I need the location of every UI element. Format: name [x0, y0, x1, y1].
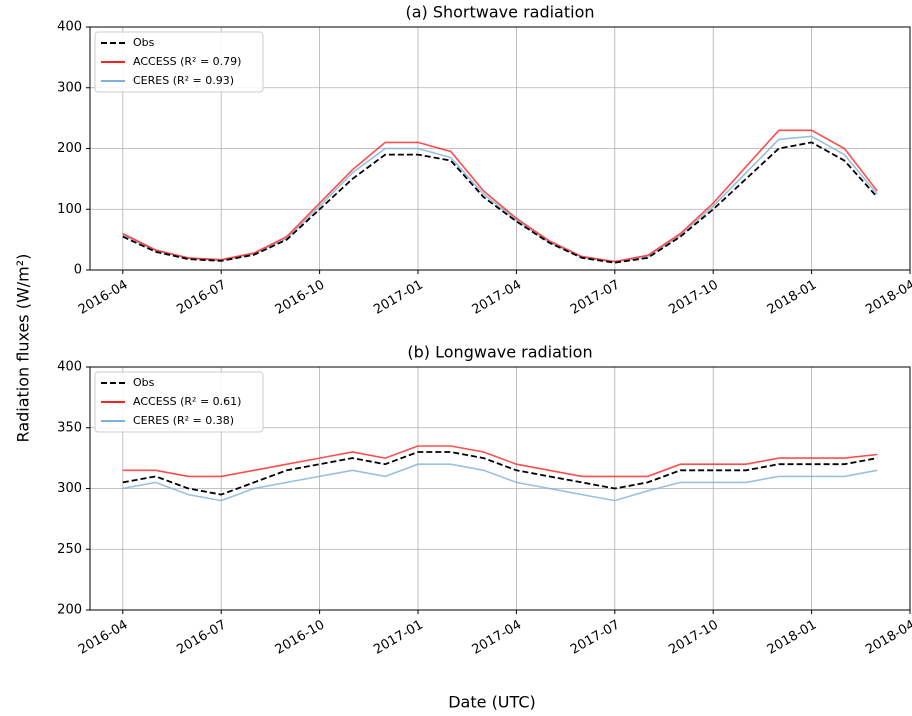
legend-label: CERES (R² = 0.38): [133, 414, 234, 427]
series-line: [122, 129, 878, 263]
x-tick-label: 2016-07: [174, 278, 229, 318]
x-tick-label: 2017-10: [666, 278, 721, 318]
series-line: [122, 445, 878, 478]
x-tick-label: 2017-04: [470, 618, 525, 658]
legend-label: ACCESS (R² = 0.79): [133, 55, 241, 68]
y-tick-label: 300: [57, 80, 82, 95]
legend-box: [94, 31, 264, 93]
series-line: [122, 141, 878, 264]
legend-label: ACCESS (R² = 0.61): [133, 395, 241, 408]
x-tick-label: 2016-04: [76, 278, 131, 318]
x-axis-label: Date (UTC): [448, 693, 536, 712]
y-tick-label: 350: [57, 420, 82, 435]
y-tick-label: 300: [57, 481, 82, 496]
y-tick-label: 0: [74, 263, 82, 278]
legend-box: [94, 371, 264, 433]
x-tick-label: 2016-10: [273, 618, 328, 658]
x-tick-label: 2017-01: [371, 618, 426, 658]
x-tick-label: 2018-04: [863, 278, 912, 318]
y-tick-label: 100: [57, 202, 82, 217]
x-tick-label: 2016-07: [174, 618, 229, 658]
subplot: (a) Shortwave radiation 0 100 200 300 400 2016…: [57, 3, 912, 318]
axes-frame: [89, 366, 911, 611]
subplot-title: (b) Longwave radiation: [407, 343, 592, 362]
legend-label: Obs: [133, 376, 155, 389]
x-tick-label: 2018-01: [765, 618, 820, 658]
x-tick-label: 2017-04: [470, 278, 525, 318]
x-tick-label: 2016-04: [76, 618, 131, 658]
legend-label: Obs: [133, 36, 155, 49]
x-tick-label: 2016-10: [273, 278, 328, 318]
x-tick-label: 2018-04: [863, 618, 912, 658]
y-axis-label: Radiation fluxes (W/m²): [14, 254, 33, 443]
subplot: (b) Longwave radiation 200 250 300 350 400 201…: [57, 343, 912, 658]
series-line: [122, 451, 878, 496]
legend-label: CERES (R² = 0.93): [133, 74, 234, 87]
subplot-title: (a) Shortwave radiation: [405, 3, 594, 22]
axes-frame: [89, 26, 911, 271]
series-line: [122, 463, 878, 502]
x-tick-label: 2017-07: [568, 618, 623, 658]
x-tick-label: 2017-01: [371, 278, 426, 318]
x-tick-label: 2017-07: [568, 278, 623, 318]
x-tick-label: 2017-10: [666, 618, 721, 658]
series-line: [122, 135, 878, 263]
y-tick-label: 400: [57, 360, 82, 375]
y-tick-label: 200: [57, 141, 82, 156]
y-tick-label: 400: [57, 20, 82, 35]
y-tick-label: 200: [57, 603, 82, 618]
y-tick-label: 250: [57, 542, 82, 557]
x-tick-label: 2018-01: [765, 278, 820, 318]
